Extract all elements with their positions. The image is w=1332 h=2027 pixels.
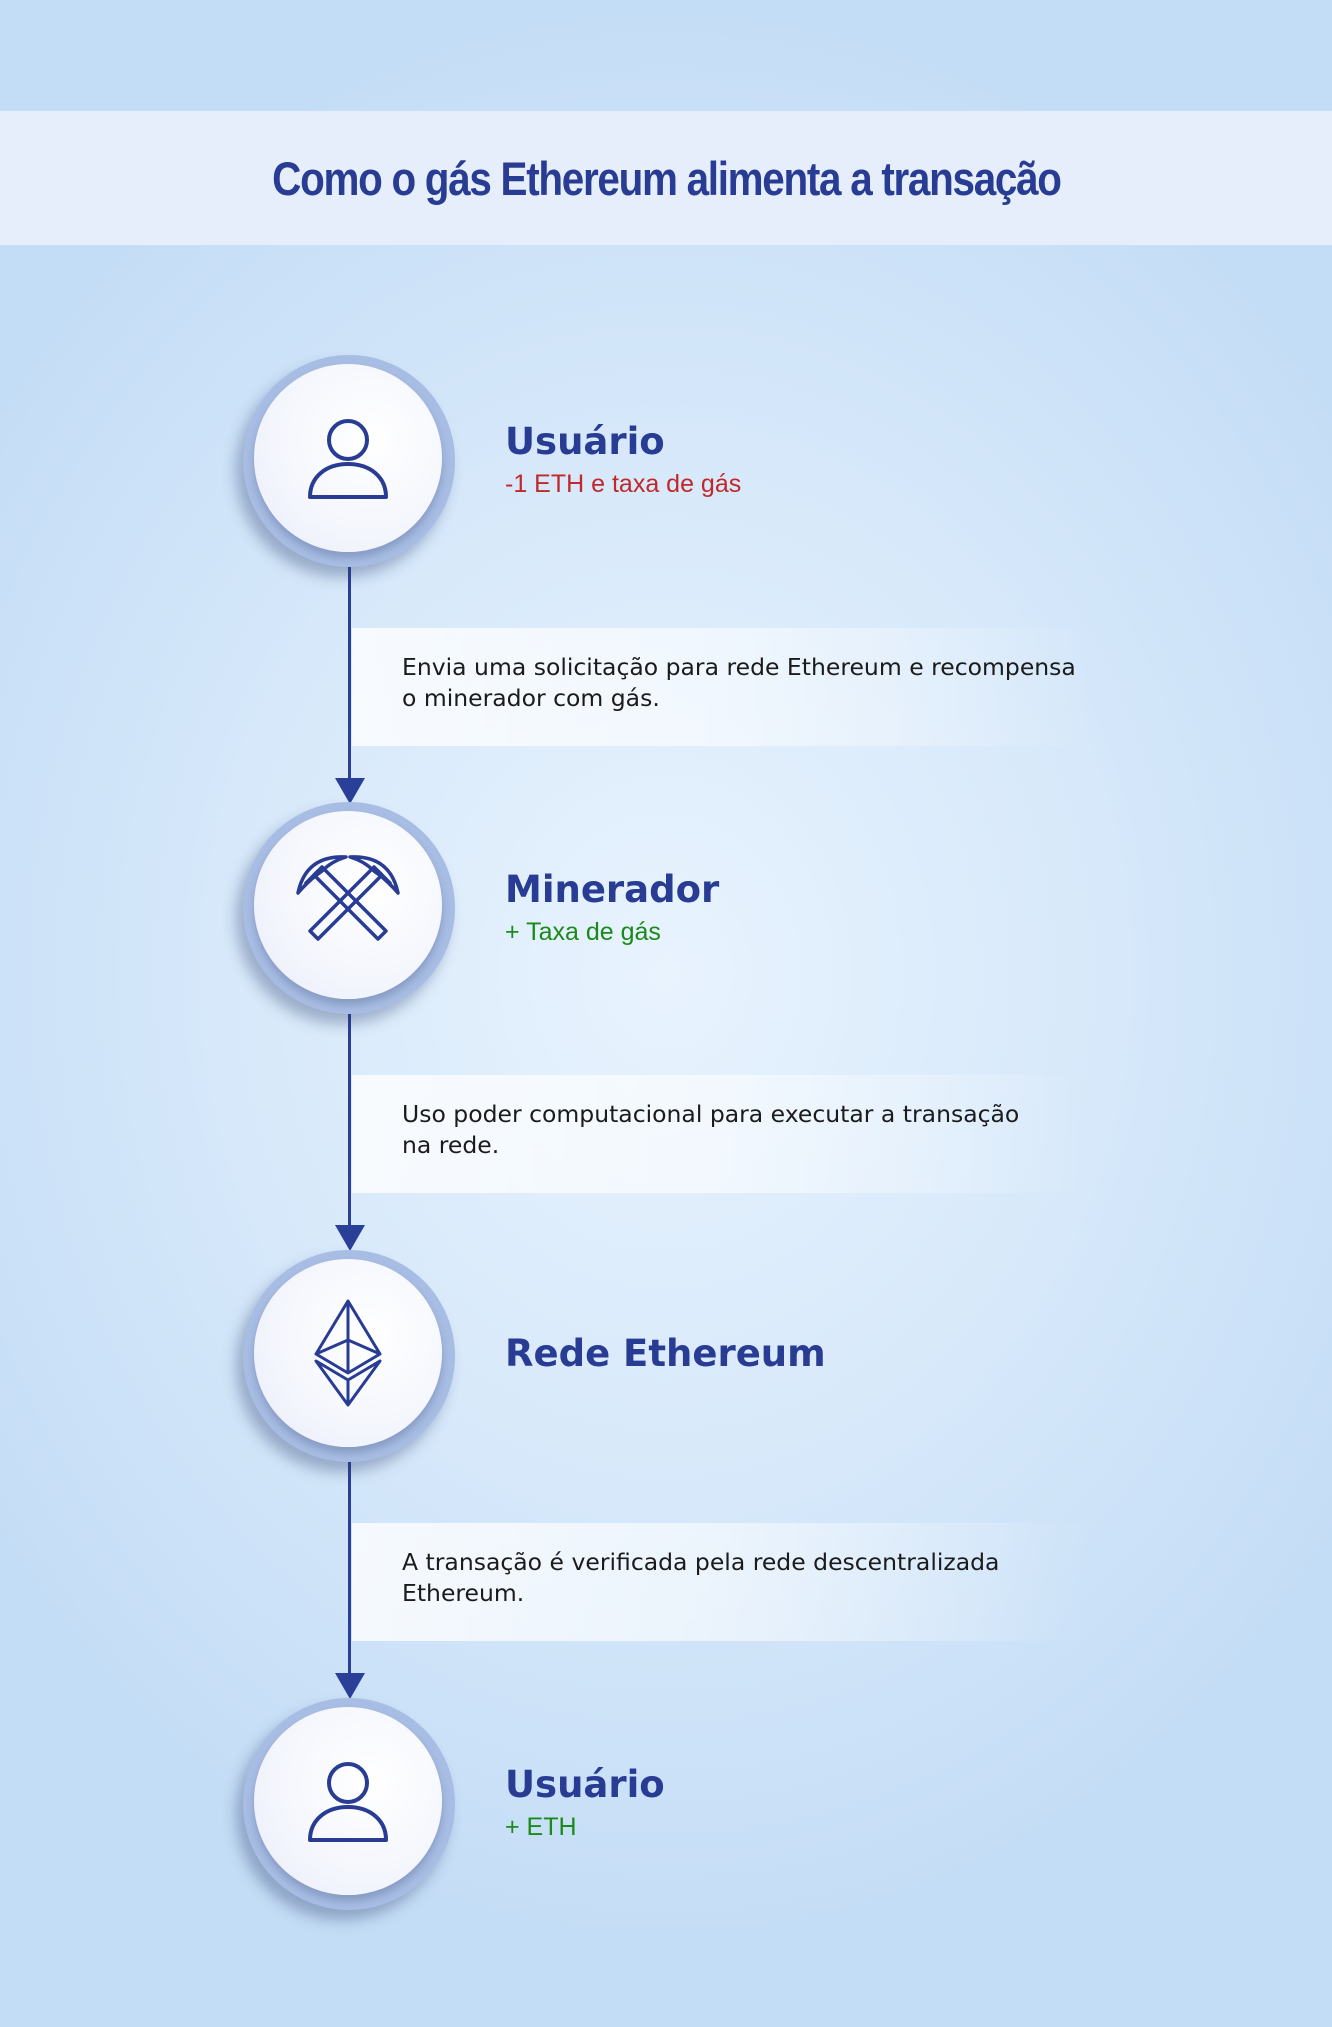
description-text: Envia uma solicitação para rede Ethereum…	[402, 652, 1092, 714]
step-label: Rede Ethereum	[505, 1332, 826, 1375]
flow-arrowhead	[335, 778, 365, 804]
step-node-ethereum	[243, 1250, 455, 1462]
step-node-miner	[243, 802, 455, 1014]
flow-arrowhead	[335, 1225, 365, 1251]
flow-arrowhead	[335, 1673, 365, 1699]
description-line: o minerador com gás.	[402, 684, 660, 712]
description-text: Uso poder computacional para executar a …	[402, 1099, 1092, 1161]
description-line: Envia uma solicitação para rede Ethereum…	[402, 653, 1076, 681]
description-band: Envia uma solicitação para rede Ethereum…	[352, 628, 1092, 746]
ethereum-icon	[314, 1299, 382, 1407]
step-label: Minerador	[505, 868, 720, 911]
step-node-face	[254, 1707, 442, 1895]
flow-connector	[348, 1012, 351, 1232]
user-icon	[308, 419, 388, 499]
description-line: Ethereum.	[402, 1579, 525, 1607]
step-node-face	[254, 1259, 442, 1447]
step-label: Usuário	[505, 420, 665, 463]
description-band: A transação é verificada pela rede desce…	[352, 1523, 1092, 1641]
flow-connector	[348, 565, 351, 785]
step-node-face	[254, 811, 442, 999]
description-line: Uso poder computacional para executar a …	[402, 1100, 1020, 1128]
flow-connector	[348, 1460, 351, 1680]
step-label: Usuário	[505, 1763, 665, 1806]
pickaxes-icon	[296, 855, 400, 941]
step-node-user	[243, 355, 455, 567]
step-node-user	[243, 1698, 455, 1910]
step-node-face	[254, 364, 442, 552]
page-title: Como o gás Ethereum alimenta a transação	[271, 151, 1062, 205]
description-line: A transação é verificada pela rede desce…	[402, 1548, 1000, 1576]
step-sub: + Taxa de gás	[505, 918, 661, 946]
title-band: Como o gás Ethereum alimenta a transação	[0, 111, 1332, 245]
user-icon	[308, 1762, 388, 1842]
description-line: na rede.	[402, 1131, 500, 1159]
step-sub: -1 ETH e taxa de gás	[505, 470, 742, 498]
description-text: A transação é verificada pela rede desce…	[402, 1547, 1092, 1609]
description-band: Uso poder computacional para executar a …	[352, 1075, 1092, 1193]
step-sub: + ETH	[505, 1813, 577, 1841]
